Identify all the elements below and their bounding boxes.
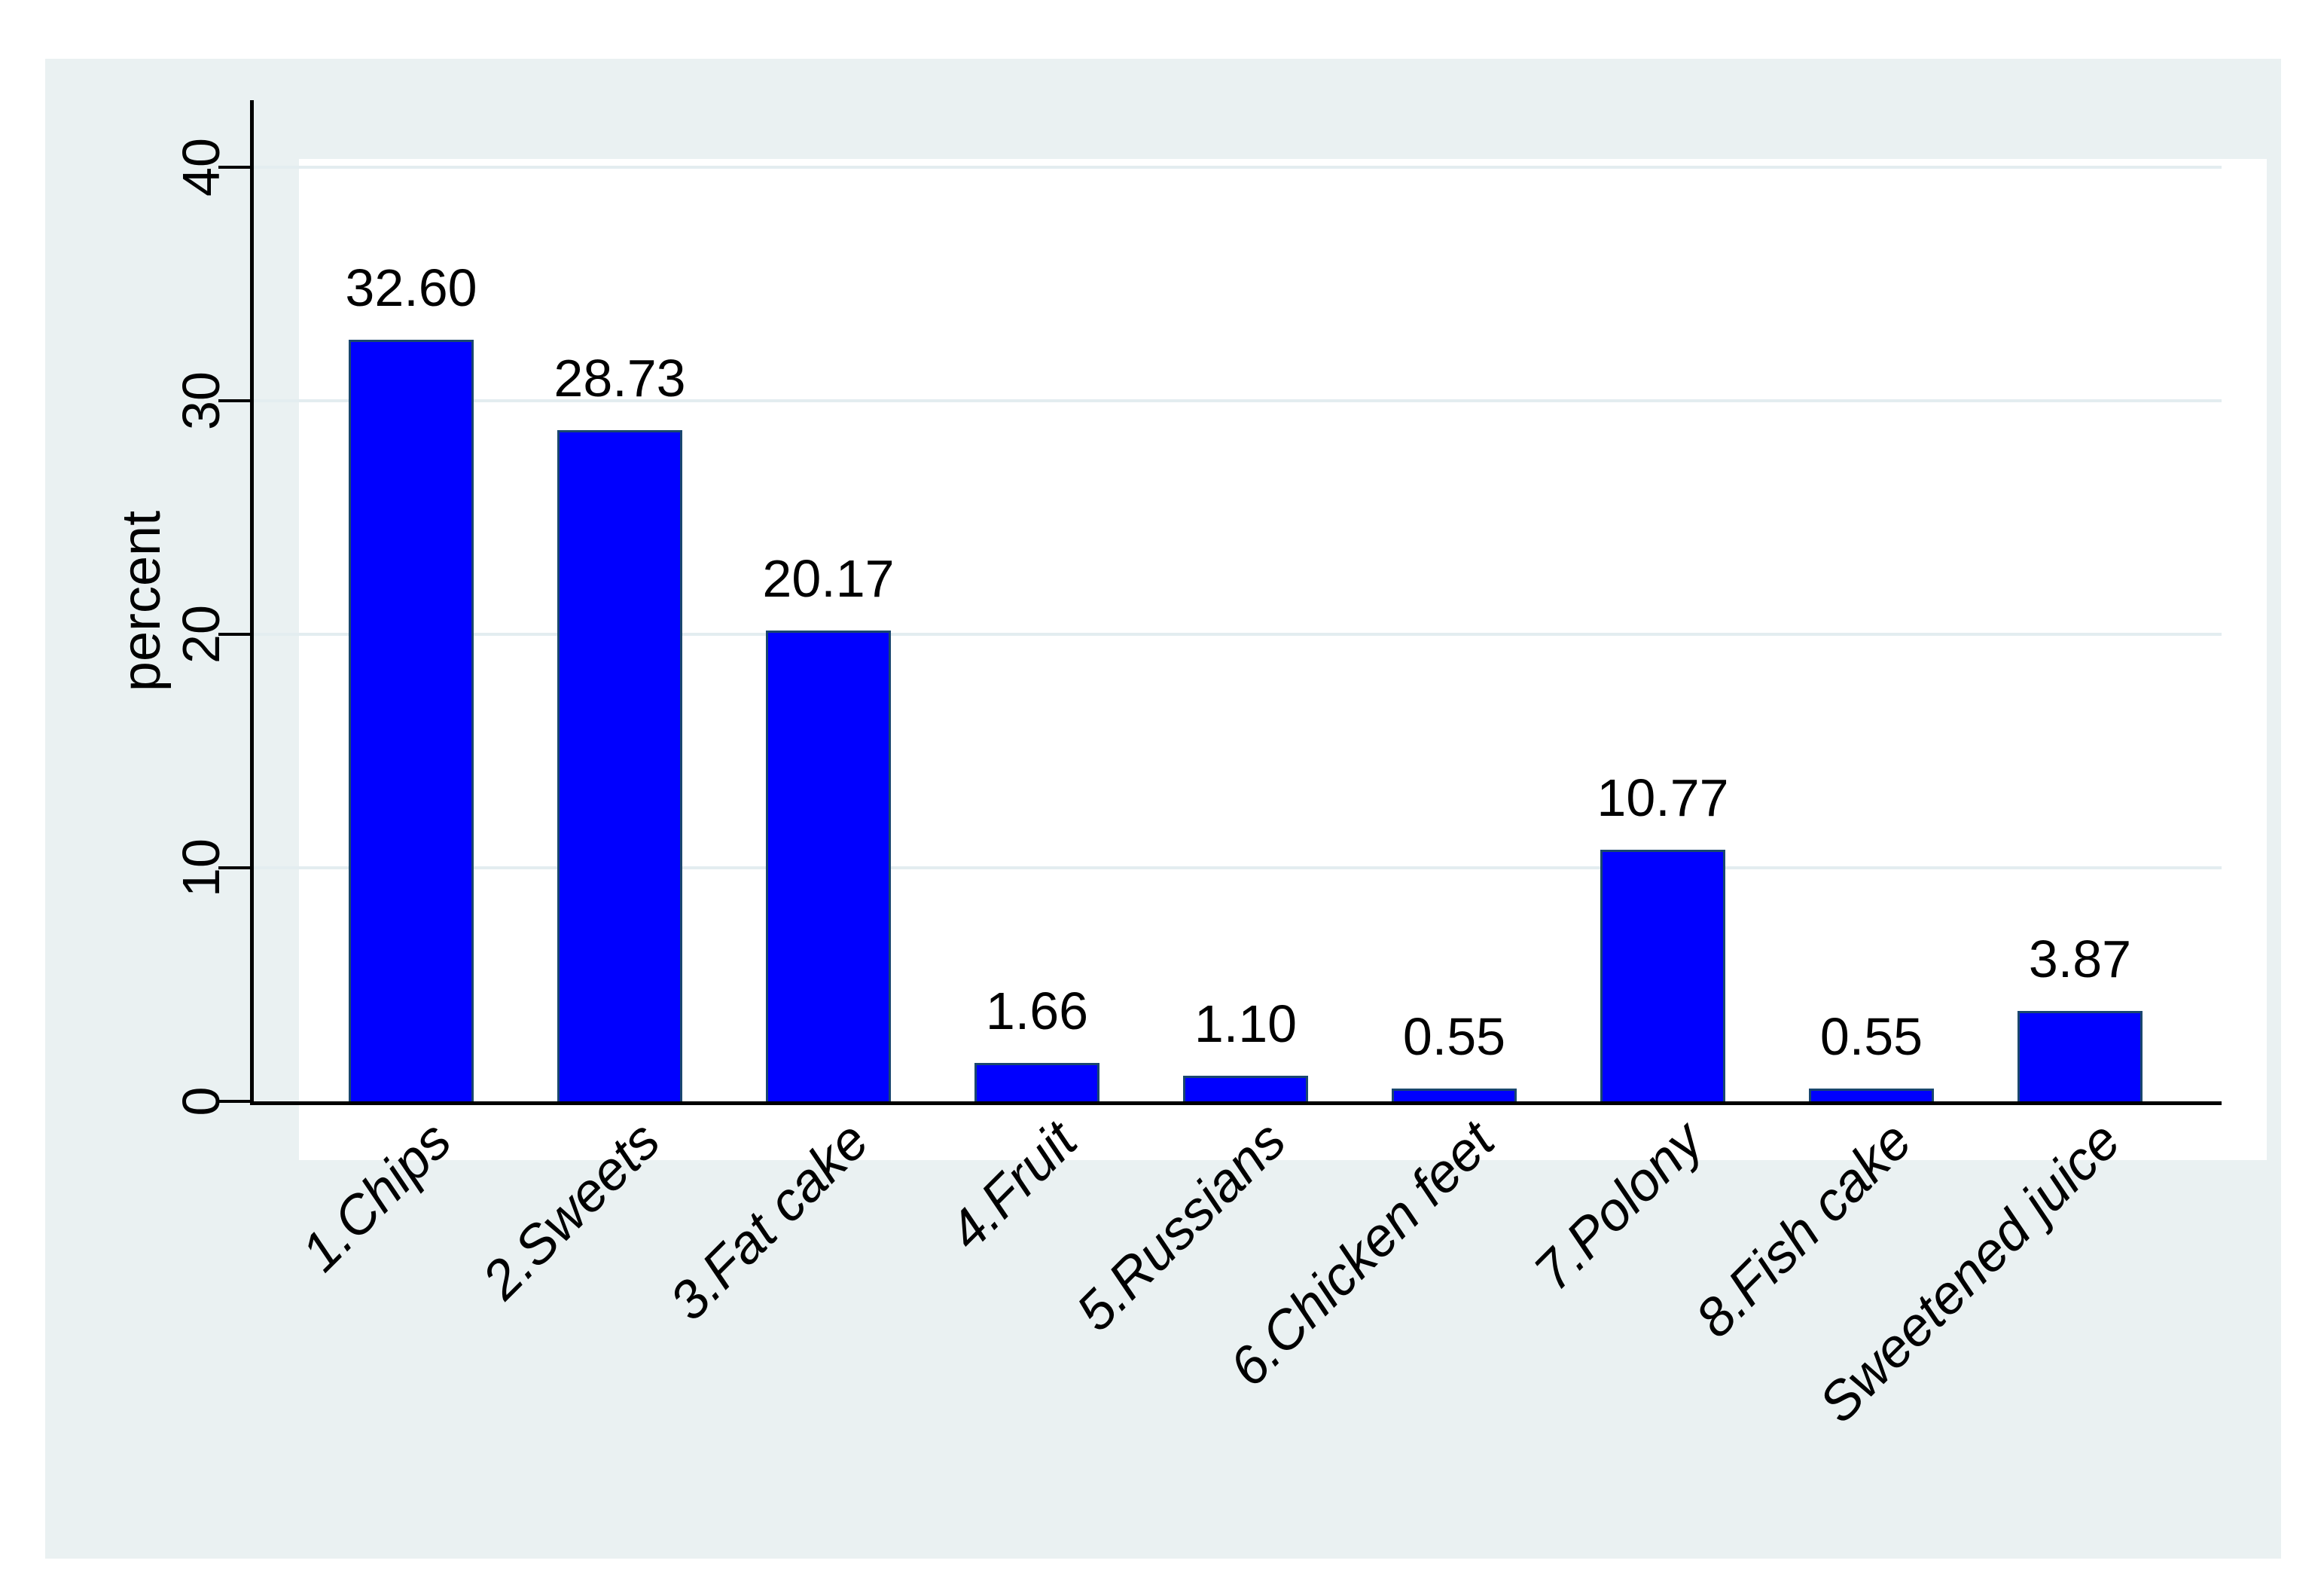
y-tick-0 [218,1100,254,1103]
bar-value-label-Sweetened juice: 3.87 [2028,930,2132,989]
bar-2.Sweets [557,430,682,1101]
y-tick-label-30: 30 [172,371,230,430]
bar-8.Fish cake [1809,1088,1934,1101]
bar-4.Fruit [974,1062,1099,1101]
gridline-30 [254,399,2222,402]
bar-value-label-5.Russians: 1.10 [1194,994,1298,1053]
y-tick-label-20: 20 [172,605,230,664]
bar-value-label-7.Polony: 10.77 [1597,768,1729,828]
bar-Sweetened juice [2017,1011,2143,1101]
y-tick-label-10: 10 [172,838,230,897]
y-tick-label-0: 0 [172,1086,230,1116]
x-axis-baseline [250,1101,2222,1105]
bar-7.Polony [1600,850,1725,1101]
y-axis-title: percent [111,510,172,692]
bar-value-label-4.Fruit: 1.66 [985,981,1089,1040]
y-tick-10 [218,866,254,869]
bar-value-label-2.Sweets: 28.73 [554,349,686,408]
graph-background [45,59,2281,1559]
y-tick-label-40: 40 [172,138,230,197]
bar-5.Russians [1183,1075,1308,1101]
bar-value-label-1.Chips: 32.60 [345,258,477,318]
gridline-20 [254,633,2222,636]
bar-value-label-8.Fish cake: 0.55 [1819,1006,1923,1066]
y-tick-40 [218,166,254,169]
y-tick-20 [218,633,254,636]
bar-1.Chips [349,340,474,1101]
gridline-40 [254,166,2222,169]
bar-value-label-3.Fat cake: 20.17 [762,548,895,608]
bar-value-label-6.Chicken feet: 0.55 [1402,1006,1506,1066]
bar-6.Chicken feet [1392,1088,1517,1101]
y-tick-30 [218,399,254,402]
gridline-10 [254,866,2222,869]
bar-3.Fat cake [766,630,891,1101]
y-axis-line [250,100,254,1105]
